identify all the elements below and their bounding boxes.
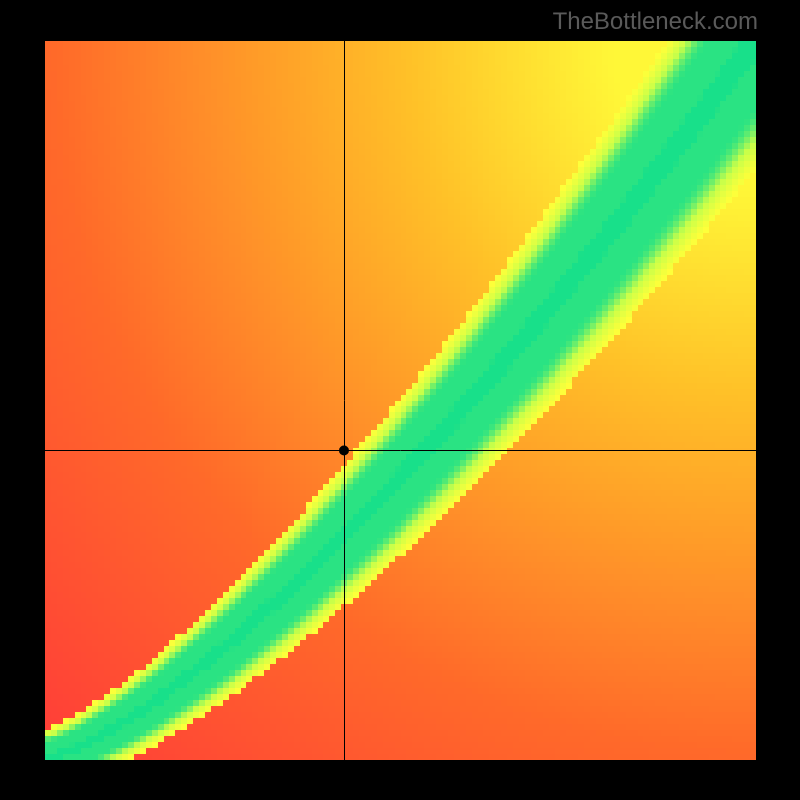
chart-stage: TheBottleneck.com bbox=[0, 0, 800, 800]
watermark-text: TheBottleneck.com bbox=[553, 8, 758, 36]
bottleneck-heatmap-canvas bbox=[0, 0, 800, 800]
